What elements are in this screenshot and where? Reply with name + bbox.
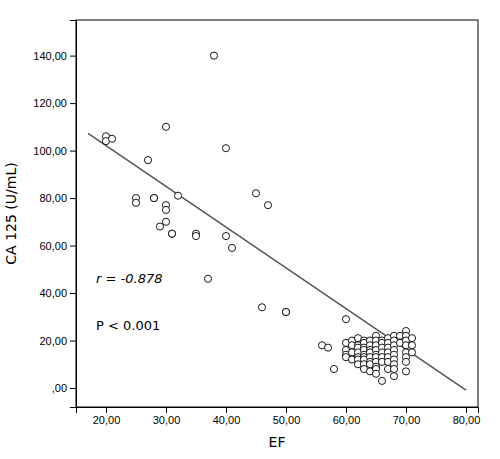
scatter-point <box>144 157 151 164</box>
scatter-points <box>102 52 415 384</box>
tick-mark <box>346 407 347 413</box>
tick-label: 30,00 <box>153 414 181 426</box>
regression-line <box>88 133 466 390</box>
tick-label: 50,00 <box>273 414 301 426</box>
scatter-point <box>252 190 259 197</box>
tick: ,00 <box>52 382 76 394</box>
tick-mark <box>70 246 76 247</box>
scatter-point <box>174 192 181 199</box>
scatter-point <box>408 335 415 342</box>
plot: 20,00 30,00 40,00 50,00 60,00 70,00 80,00 ,00 20… <box>33 20 480 426</box>
scatter-point <box>222 232 229 239</box>
annotation: P < 0.001 <box>96 318 160 333</box>
scatter-point <box>372 370 379 377</box>
scatter-point <box>150 194 157 201</box>
scatter-point <box>162 218 169 225</box>
y-axis: ,00 20,00 40,00 60,00 80,00 100,00 120,00 140,0… <box>33 21 76 408</box>
tick: 80,00 <box>453 407 481 426</box>
scatter-point <box>192 232 199 239</box>
tick: 50,00 <box>273 407 301 426</box>
tick: 20,00 <box>39 335 76 347</box>
tick-mark <box>226 407 227 413</box>
tick: 40,00 <box>39 287 76 299</box>
scatter-point <box>162 206 169 213</box>
scatter-point <box>408 342 415 349</box>
scatter-point <box>168 230 175 237</box>
annotation: r = -0.878 <box>96 271 162 286</box>
scatter-point <box>108 135 115 142</box>
plot-frame <box>76 20 478 407</box>
scatter-point <box>378 377 385 384</box>
tick: 80,00 <box>39 192 76 204</box>
tick: 140,00 <box>33 50 76 62</box>
tick-mark <box>406 407 407 413</box>
scatter-point <box>402 358 409 365</box>
marks <box>88 52 466 390</box>
y-axis-label: CA 125 (U/mL) <box>3 162 19 264</box>
tick-mark <box>70 293 76 294</box>
chart: 20,00 30,00 40,00 50,00 60,00 70,00 80,00 ,00 20… <box>0 0 500 459</box>
tick-mark <box>106 407 107 413</box>
tick-mark <box>70 151 76 152</box>
tick-mark <box>70 388 76 389</box>
tick-mark <box>70 341 76 342</box>
tick-label: 60,00 <box>39 240 67 252</box>
tick-mark <box>70 198 76 199</box>
scatter-point <box>402 368 409 375</box>
scatter-point <box>342 316 349 323</box>
scatter-point <box>330 365 337 372</box>
tick-label: 120,00 <box>33 97 67 109</box>
tick-label: 40,00 <box>213 414 241 426</box>
scatter-point <box>282 308 289 315</box>
tick-label: ,00 <box>52 382 67 394</box>
scatter-point <box>204 275 211 282</box>
x-axis-label: EF <box>269 434 286 450</box>
tick: 40,00 <box>213 407 241 426</box>
tick-label: 80,00 <box>39 192 67 204</box>
scatter-point <box>228 244 235 251</box>
tick-label: 60,00 <box>333 414 361 426</box>
tick: 30,00 <box>153 407 181 426</box>
tick-label: 40,00 <box>39 287 67 299</box>
scatter-point <box>282 308 289 315</box>
tick: 70,00 <box>393 407 421 426</box>
tick-label: 100,00 <box>33 145 67 157</box>
tick-label: 20,00 <box>93 414 121 426</box>
scatter-point <box>222 145 229 152</box>
scatter-point <box>132 199 139 206</box>
tick: 60,00 <box>333 407 361 426</box>
tick-mark <box>466 407 467 413</box>
axis-line <box>77 408 479 414</box>
tick-label: 70,00 <box>393 414 421 426</box>
scatter-point <box>210 52 217 59</box>
tick-mark <box>286 407 287 413</box>
tick-mark <box>166 407 167 413</box>
tick-mark <box>70 56 76 57</box>
scatter-point <box>390 365 397 372</box>
scatter-point <box>408 349 415 356</box>
scatter-point <box>168 230 175 237</box>
tick-mark <box>70 103 76 104</box>
scatter-point <box>264 202 271 209</box>
scatter-point <box>162 123 169 130</box>
tick-label: 140,00 <box>33 50 67 62</box>
scatter-point <box>150 194 157 201</box>
tick-label: 80,00 <box>453 414 481 426</box>
tick: 20,00 <box>93 407 121 426</box>
tick: 120,00 <box>33 97 76 109</box>
axis-line <box>70 21 77 408</box>
x-axis: 20,00 30,00 40,00 50,00 60,00 70,00 80,00 <box>77 407 481 426</box>
scatter-point <box>258 304 265 311</box>
tick-label: 20,00 <box>39 335 67 347</box>
tick: 100,00 <box>33 145 76 157</box>
tick: 60,00 <box>39 240 76 252</box>
scatter-point <box>324 344 331 351</box>
scatter-point <box>390 373 397 380</box>
